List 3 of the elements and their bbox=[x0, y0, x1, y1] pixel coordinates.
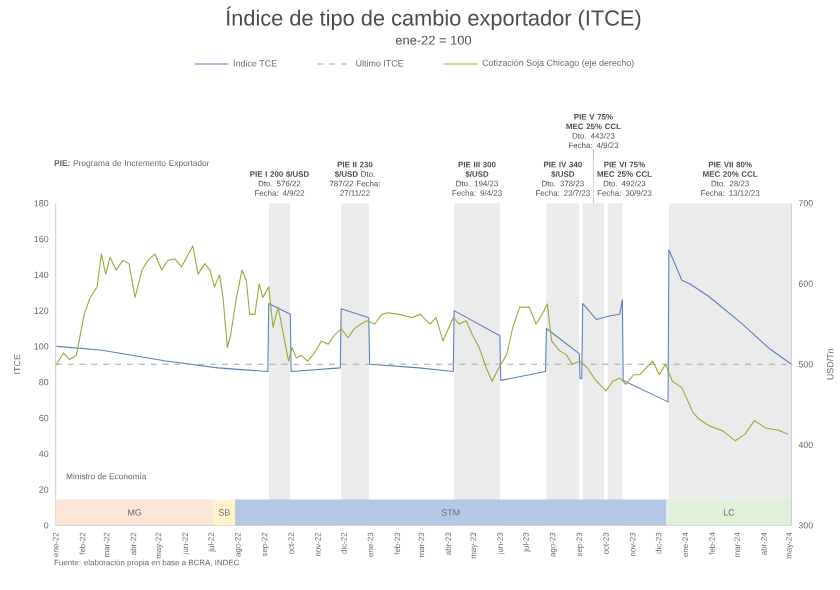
line-series bbox=[55, 244, 789, 441]
chart-title: Índice de tipo de cambio exportador (ITCE) bbox=[226, 6, 641, 30]
line-series bbox=[55, 248, 792, 402]
